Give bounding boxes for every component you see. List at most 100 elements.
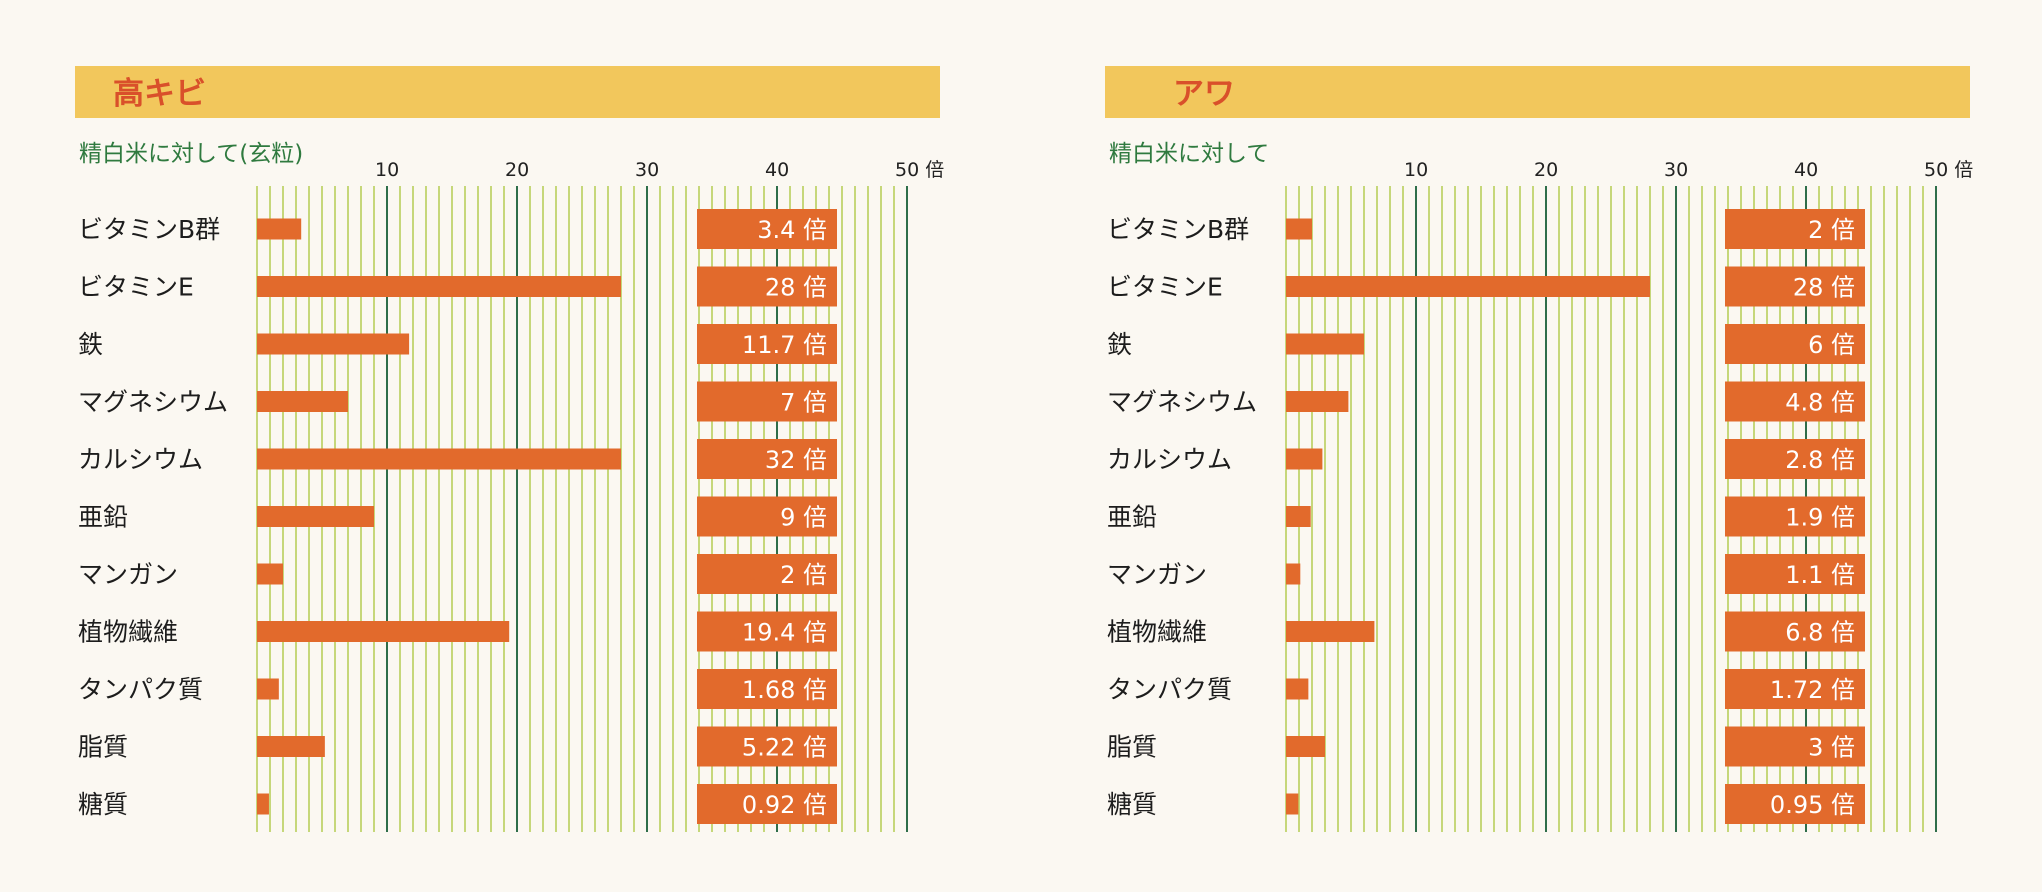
- data-bar: [1286, 506, 1311, 527]
- value-label: 1.72 倍: [1770, 676, 1855, 704]
- x-tick-label: 50 倍: [895, 159, 944, 181]
- data-bar: [257, 333, 410, 355]
- category-label: ビタミンB群: [78, 215, 220, 244]
- value-label: 11.7 倍: [742, 331, 827, 359]
- chart-title: アワ: [1173, 76, 1235, 112]
- chart-subtitle: 精白米に対して: [1109, 141, 1269, 167]
- data-bar: [257, 678, 279, 700]
- category-label: 植物繊維: [78, 618, 178, 647]
- chart-subtitle: 精白米に対して(玄粒): [79, 141, 303, 167]
- value-box: [697, 611, 837, 652]
- data-bar: [1286, 563, 1301, 585]
- value-label: 7 倍: [780, 389, 827, 417]
- data-bar: [1286, 276, 1650, 297]
- data-bar: [257, 736, 325, 757]
- category-label: 鉄: [1107, 330, 1132, 359]
- value-box: [697, 784, 837, 824]
- value-box: [1725, 554, 1865, 594]
- data-bar: [257, 563, 283, 585]
- value-label: 0.95 倍: [1770, 791, 1855, 819]
- data-bar: [1286, 448, 1323, 470]
- value-label: 9 倍: [780, 504, 827, 532]
- data-bar: [1286, 218, 1312, 240]
- value-box: [1725, 266, 1865, 307]
- value-box: [697, 669, 837, 709]
- category-label: 脂質: [1107, 733, 1157, 762]
- x-tick-label: 50 倍: [1924, 159, 1973, 181]
- value-label: 1.1 倍: [1785, 561, 1855, 589]
- value-box: [697, 266, 837, 307]
- data-bar: [257, 218, 302, 240]
- value-box: [1725, 381, 1865, 422]
- value-label: 2.8 倍: [1785, 446, 1855, 474]
- category-label: ビタミンB群: [1107, 215, 1249, 244]
- value-label: 5.22 倍: [742, 734, 827, 762]
- category-label: ビタミンE: [78, 273, 194, 302]
- data-bar: [1286, 678, 1309, 700]
- value-label: 2 倍: [1808, 216, 1855, 244]
- value-box: [1725, 439, 1865, 479]
- value-box: [697, 324, 837, 364]
- value-label: 1.9 倍: [1785, 504, 1855, 532]
- data-bar: [257, 793, 269, 815]
- value-box: [697, 381, 837, 422]
- value-label: 6 倍: [1808, 331, 1855, 359]
- value-label: 4.8 倍: [1785, 389, 1855, 417]
- chart-header-band: [1105, 66, 1970, 118]
- value-box: [1725, 784, 1865, 824]
- x-tick-label: 40: [1794, 159, 1818, 181]
- category-label: ビタミンE: [1107, 273, 1223, 302]
- data-bar: [257, 506, 374, 527]
- value-box: [697, 439, 837, 479]
- x-tick-label: 20: [505, 159, 529, 181]
- x-tick-label: 10: [1404, 159, 1428, 181]
- data-bar: [1286, 391, 1349, 412]
- value-label: 3.4 倍: [757, 216, 827, 244]
- value-box: [697, 554, 837, 594]
- category-label: 糖質: [1107, 790, 1157, 819]
- data-bar: [257, 391, 348, 412]
- category-label: カルシウム: [1107, 445, 1232, 474]
- category-label: 鉄: [78, 330, 103, 359]
- value-label: 32 倍: [765, 446, 827, 474]
- category-label: マンガン: [78, 560, 178, 589]
- data-bar: [1286, 621, 1375, 642]
- data-bar: [1286, 736, 1325, 757]
- value-box: [1725, 726, 1865, 767]
- value-label: 2 倍: [780, 561, 827, 589]
- category-label: マンガン: [1107, 560, 1207, 589]
- value-label: 1.68 倍: [742, 676, 827, 704]
- category-label: 植物繊維: [1107, 618, 1207, 647]
- value-box: [1725, 669, 1865, 709]
- value-box: [1725, 611, 1865, 652]
- x-tick-label: 40: [765, 159, 789, 181]
- x-tick-label: 10: [375, 159, 399, 181]
- category-label: マグネシウム: [1107, 388, 1257, 417]
- category-label: カルシウム: [78, 445, 203, 474]
- data-bar: [257, 276, 621, 297]
- value-label: 28 倍: [1793, 274, 1855, 302]
- x-tick-label: 30: [635, 159, 659, 181]
- data-bar: [1286, 793, 1299, 815]
- category-label: タンパク質: [1107, 675, 1232, 704]
- value-box: [1725, 324, 1865, 364]
- category-label: タンパク質: [78, 675, 203, 704]
- value-box: [1725, 496, 1865, 537]
- x-tick-label: 30: [1664, 159, 1688, 181]
- category-label: 亜鉛: [78, 503, 128, 532]
- category-label: マグネシウム: [78, 388, 228, 417]
- value-box: [697, 496, 837, 537]
- category-label: 脂質: [78, 733, 128, 762]
- data-bar: [1286, 333, 1364, 355]
- value-label: 19.4 倍: [742, 619, 827, 647]
- value-label: 3 倍: [1808, 734, 1855, 762]
- category-label: 糖質: [78, 790, 128, 819]
- value-box: [697, 209, 837, 249]
- x-tick-label: 20: [1534, 159, 1558, 181]
- value-box: [697, 726, 837, 767]
- value-label: 28 倍: [765, 274, 827, 302]
- data-bar: [257, 448, 621, 470]
